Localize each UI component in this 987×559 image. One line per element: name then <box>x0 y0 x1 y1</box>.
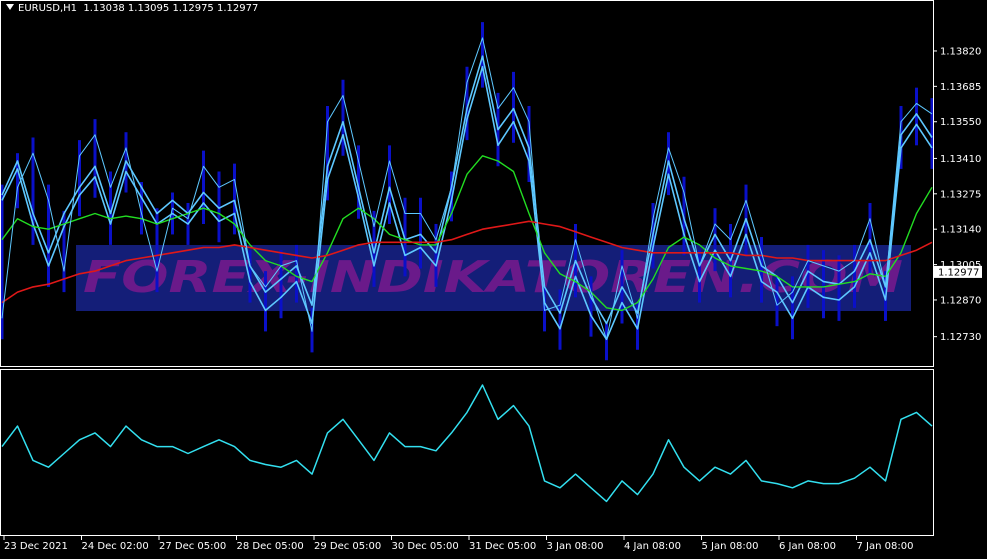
y-tick-label: 1.13550 <box>940 117 981 128</box>
red-ma-line <box>1 220 933 304</box>
x-tick-label: 7 Jan 08:00 <box>857 541 914 552</box>
x-tick-label: 6 Jan 08:00 <box>779 541 836 552</box>
x-tick-label: 23 Dec 2021 <box>4 541 68 552</box>
dropdown-triangle-icon[interactable] <box>6 4 14 10</box>
y-tick-label: 1.13410 <box>940 154 981 165</box>
oscillator-panel-frame <box>0 369 934 536</box>
x-tick-label: 30 Dec 05:00 <box>392 541 459 552</box>
chart-header: EURUSD,H1 1.13038 1.13095 1.12975 1.1297… <box>6 3 258 14</box>
time-axis: 23 Dec 2021 24 Dec 02:00 27 Dec 05:00 28 De… <box>3 536 914 552</box>
current-price-marker: 1.12977 <box>934 265 982 278</box>
x-tick-label: 3 Jan 08:00 <box>547 541 604 552</box>
price-bars <box>0 22 934 361</box>
x-tick-label: 27 Dec 05:00 <box>159 541 226 552</box>
y-tick-label: 1.13820 <box>940 46 981 57</box>
y-tick-label: 1.12870 <box>940 295 981 306</box>
price-axis: 1.13820 1.13685 1.13550 1.13410 1.13275 1.131… <box>933 46 981 343</box>
current-price-box <box>934 265 982 278</box>
y-tick-label: 1.13005 <box>940 260 981 271</box>
y-tick-label: 1.13140 <box>940 225 981 236</box>
panel-frames <box>0 0 934 536</box>
price-panel-frame <box>0 0 934 367</box>
x-tick-label: 29 Dec 05:00 <box>314 541 381 552</box>
oscillator-lines <box>1 384 933 503</box>
x-tick-label: 5 Jan 08:00 <box>702 541 759 552</box>
price-close-line <box>1 37 933 340</box>
y-tick-label: 1.13275 <box>940 189 981 200</box>
price-lines <box>1 37 933 341</box>
x-tick-label: 24 Dec 02:00 <box>82 541 149 552</box>
watermark-text: FOREX-INDIKATOREN.COM <box>83 252 903 303</box>
current-price-label: 1.12977 <box>938 267 979 278</box>
y-tick-label: 1.12730 <box>940 332 981 343</box>
green-ma-line <box>1 155 933 312</box>
oscillator-line <box>1 384 933 503</box>
x-tick-label: 31 Dec 05:00 <box>469 541 536 552</box>
symbol-label: EURUSD,H1 <box>18 3 78 14</box>
y-tick-label: 1.13685 <box>940 82 981 93</box>
watermark-box <box>76 245 911 311</box>
x-tick-label: 28 Dec 05:00 <box>237 541 304 552</box>
watermark-layer: FOREX-INDIKATOREN.COM <box>76 245 911 311</box>
x-tick-label: 4 Jan 08:00 <box>624 541 681 552</box>
ohlc-values: 1.13038 1.13095 1.12975 1.12977 <box>83 3 259 14</box>
